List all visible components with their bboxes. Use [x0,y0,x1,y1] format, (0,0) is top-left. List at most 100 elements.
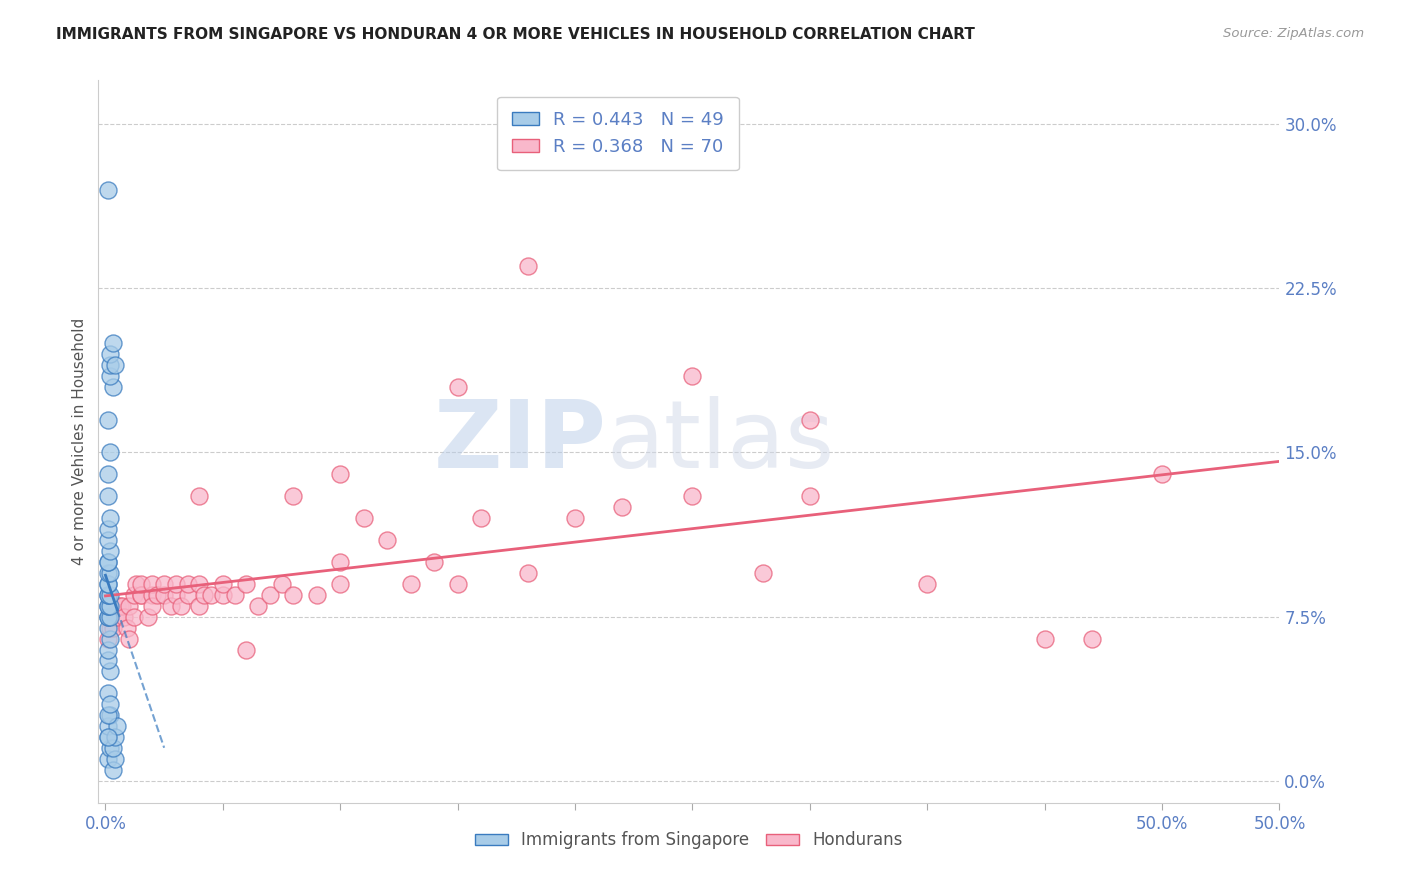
Point [105,719,128,733]
Point [98,609,121,624]
Point [423,555,446,569]
Point [118,632,141,646]
Point [97,599,120,613]
Point [97,642,120,657]
Point [97,577,120,591]
Point [169,599,191,613]
Point [188,489,211,503]
Point [97,730,120,744]
Point [105,599,128,613]
Point [97,609,120,624]
Point [752,566,775,580]
Point [98,708,121,723]
Point [97,566,120,580]
Point [98,368,121,383]
Point [610,500,633,515]
Point [353,511,375,525]
Point [98,698,121,712]
Point [176,588,198,602]
Point [176,577,198,591]
Point [799,412,821,426]
Point [160,599,183,613]
Point [98,632,121,646]
Point [188,577,211,591]
Point [470,511,492,525]
Point [98,621,121,635]
Point [101,336,124,351]
Text: IMMIGRANTS FROM SINGAPORE VS HONDURAN 4 OR MORE VEHICLES IN HOUSEHOLD CORRELATIO: IMMIGRANTS FROM SINGAPORE VS HONDURAN 4 … [56,27,976,42]
Point [104,358,127,372]
Point [136,609,159,624]
Point [101,380,124,394]
Point [98,347,121,361]
Point [799,489,821,503]
Point [146,588,169,602]
Point [112,609,135,624]
Point [375,533,398,547]
Point [129,588,152,602]
Point [153,588,176,602]
Point [105,609,128,624]
Point [104,730,127,744]
Point [97,621,120,635]
Text: atlas: atlas [606,395,835,488]
Point [125,577,148,591]
Point [305,588,328,602]
Point [97,412,120,426]
Point [97,609,120,624]
Point [97,730,120,744]
Point [129,588,152,602]
Point [153,577,176,591]
Point [97,686,120,700]
Point [97,588,120,602]
Y-axis label: 4 or more Vehicles in Household: 4 or more Vehicles in Household [72,318,87,566]
Point [98,511,121,525]
Point [98,741,121,756]
Point [98,599,121,613]
Point [447,577,470,591]
Point [224,588,246,602]
Point [283,489,305,503]
Point [564,511,586,525]
Text: Source: ZipAtlas.com: Source: ZipAtlas.com [1223,27,1364,40]
Point [98,588,121,602]
Point [98,544,121,558]
Point [200,588,222,602]
Point [97,719,120,733]
Point [141,599,163,613]
Point [97,183,120,197]
Point [98,445,121,459]
Point [97,599,120,613]
Point [97,577,120,591]
Point [101,621,124,635]
Point [97,752,120,766]
Point [517,260,540,274]
Point [97,533,120,547]
Point [97,588,120,602]
Point [108,599,131,613]
Point [97,708,120,723]
Point [1152,467,1174,482]
Point [98,566,121,580]
Point [104,609,127,624]
Point [270,577,292,591]
Point [682,489,704,503]
Point [165,588,187,602]
Point [917,577,939,591]
Point [399,577,422,591]
Point [235,577,257,591]
Point [283,588,305,602]
Point [118,599,141,613]
Point [122,609,145,624]
Point [97,467,120,482]
Point [97,632,120,646]
Point [329,467,352,482]
Point [1080,632,1102,646]
Point [447,380,470,394]
Point [97,489,120,503]
Point [97,653,120,667]
Point [129,577,152,591]
Point [235,642,257,657]
Point [97,555,120,569]
Point [98,358,121,372]
